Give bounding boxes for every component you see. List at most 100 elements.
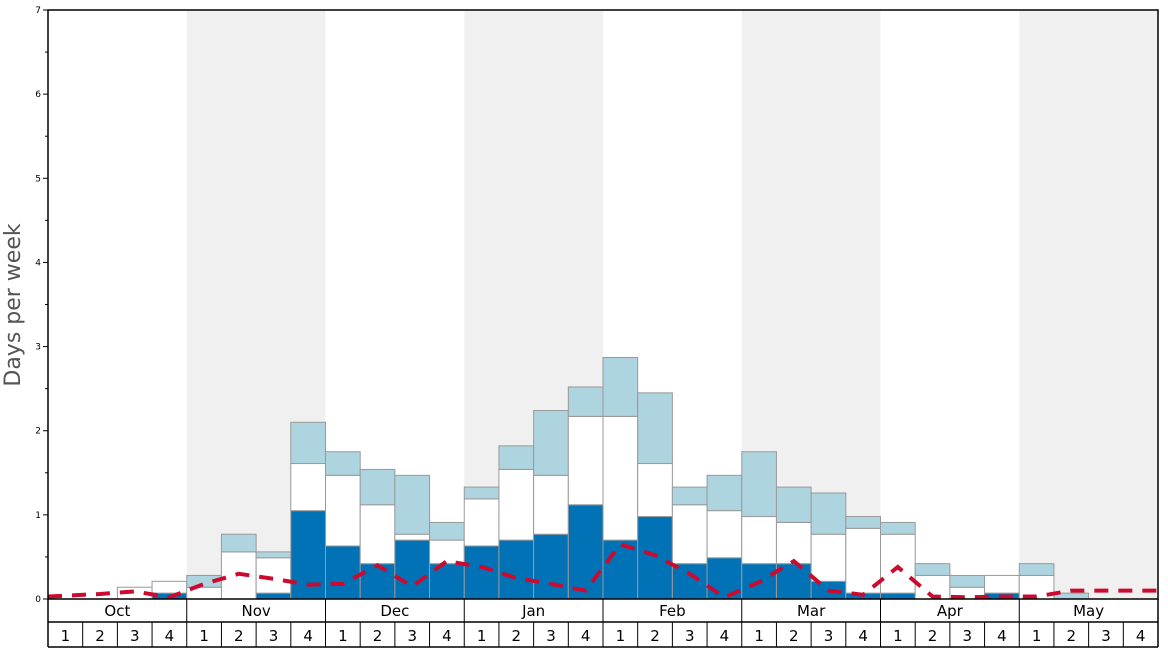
bar-segment-week-29-series-3 (1018, 563, 1055, 576)
bar-segment-week-9-series-1 (325, 545, 361, 600)
bar-segment-week-22-series-2 (775, 521, 812, 565)
week-label: 1 (338, 627, 348, 645)
y-tick-label: 6 (35, 90, 41, 100)
bar-segment-week-8-series-3 (290, 421, 326, 465)
bar-segment-week-25-series-2 (880, 533, 916, 594)
bar-segment-week-24-series-2 (845, 527, 881, 594)
week-label: 1 (754, 627, 764, 645)
week-label: 3 (546, 627, 556, 645)
week-label: 4 (1136, 627, 1146, 645)
bar-segment-week-10-series-2 (359, 504, 396, 565)
bar-segment-week-18-series-3 (637, 392, 673, 465)
week-label: 4 (858, 627, 868, 645)
y-tick-label: 0 (35, 595, 41, 605)
month-label-apr: Apr (937, 602, 964, 620)
bar-segment-week-11-series-1 (394, 539, 431, 600)
bar-segment-week-24-series-3 (845, 516, 881, 529)
bar-segment-week-14-series-3 (498, 445, 535, 470)
bar-segment-week-13-series-3 (463, 486, 500, 500)
week-label: 1 (477, 627, 487, 645)
week-label: 2 (234, 627, 244, 645)
bar-segment-week-9-series-3 (325, 451, 361, 476)
bar-segment-week-12-series-3 (429, 521, 465, 541)
bars-group (116, 357, 1090, 600)
bar-segment-week-19-series-3 (671, 486, 708, 506)
bar-segment-week-9-series-2 (325, 474, 361, 547)
bar-segment-week-28-series-2 (984, 574, 1020, 594)
bar-segment-week-18-series-2 (637, 463, 673, 518)
week-label: 4 (997, 627, 1007, 645)
bar-segment-week-27-series-3 (949, 574, 986, 588)
bar-segment-week-16-series-3 (567, 386, 604, 417)
bar-segment-week-25-series-3 (880, 521, 916, 535)
bar-segment-week-11-series-2 (394, 533, 431, 541)
week-label: 1 (199, 627, 209, 645)
week-label: 2 (928, 627, 938, 645)
week-label: 4 (442, 627, 452, 645)
bar-segment-week-14-series-1 (498, 539, 535, 600)
bar-segment-week-11-series-3 (394, 474, 431, 535)
y-axis-label: Days per week (1, 223, 26, 386)
bar-segment-week-15-series-1 (533, 533, 569, 600)
y-tick-label: 5 (35, 174, 41, 184)
bar-segment-week-19-series-2 (671, 504, 708, 565)
bar-segment-week-19-series-1 (671, 563, 708, 600)
week-label: 3 (130, 627, 140, 645)
trend-line (47, 541, 1158, 600)
week-label: 1 (1032, 627, 1042, 645)
bar-segment-week-23-series-2 (810, 533, 847, 582)
week-label: 3 (824, 627, 834, 645)
bar-segment-week-6-series-3 (220, 533, 257, 553)
bar-segment-week-10-series-3 (359, 468, 396, 506)
y-tick-label: 7 (35, 6, 41, 16)
month-label-jan: Jan (521, 602, 545, 620)
month-label-oct: Oct (104, 602, 130, 620)
week-label: 2 (512, 627, 522, 645)
bar-segment-week-17-series-2 (602, 415, 639, 541)
bar-segment-week-7-series-3 (255, 551, 292, 559)
week-label: 2 (373, 627, 383, 645)
month-label-mar: Mar (797, 602, 826, 620)
bar-segment-week-21-series-3 (741, 451, 777, 518)
bar-segment-week-10-series-1 (359, 563, 396, 600)
week-label: 4 (303, 627, 313, 645)
bar-segment-week-8-series-2 (290, 463, 326, 512)
week-label: 3 (1101, 627, 1111, 645)
y-tick-label: 4 (35, 258, 41, 268)
month-shade-may (1019, 10, 1158, 599)
month-shading (186, 10, 1158, 599)
bar-segment-week-7-series-1 (255, 592, 292, 600)
bar-segment-week-12-series-2 (429, 539, 465, 565)
bar-segment-week-16-series-1 (567, 504, 604, 600)
week-label: 4 (720, 627, 730, 645)
y-tick-label: 3 (35, 343, 41, 353)
bar-segment-week-18-series-1 (637, 516, 673, 600)
bar-segment-week-17-series-3 (602, 357, 639, 417)
week-label: 2 (650, 627, 660, 645)
month-label-nov: Nov (241, 602, 270, 620)
y-tick-label: 2 (35, 427, 41, 437)
week-label: 2 (95, 627, 105, 645)
week-label: 4 (165, 627, 175, 645)
bar-segment-week-23-series-3 (810, 492, 847, 535)
week-label: 2 (789, 627, 799, 645)
bar-segment-week-15-series-3 (533, 410, 569, 476)
week-label: 3 (407, 627, 417, 645)
week-label: 4 (581, 627, 591, 645)
bar-segment-week-25-series-1 (880, 592, 916, 600)
bar-segment-week-13-series-2 (463, 498, 500, 547)
bar-segment-week-16-series-2 (567, 415, 604, 506)
week-label: 3 (269, 627, 279, 645)
bar-segment-week-21-series-2 (741, 516, 777, 565)
month-label-feb: Feb (659, 602, 686, 620)
bar-segment-week-13-series-1 (463, 545, 500, 600)
y-tick-label: 1 (35, 511, 41, 521)
trend-line-group (47, 541, 1158, 600)
bar-segment-week-20-series-2 (706, 510, 743, 559)
y-axis: 0 1 2 3 4 5 6 7 (35, 6, 48, 605)
week-label: 3 (962, 627, 972, 645)
bar-segment-week-4-series-2 (151, 580, 188, 594)
bar-segment-week-20-series-3 (706, 474, 743, 512)
bar-segment-week-15-series-2 (533, 474, 569, 535)
